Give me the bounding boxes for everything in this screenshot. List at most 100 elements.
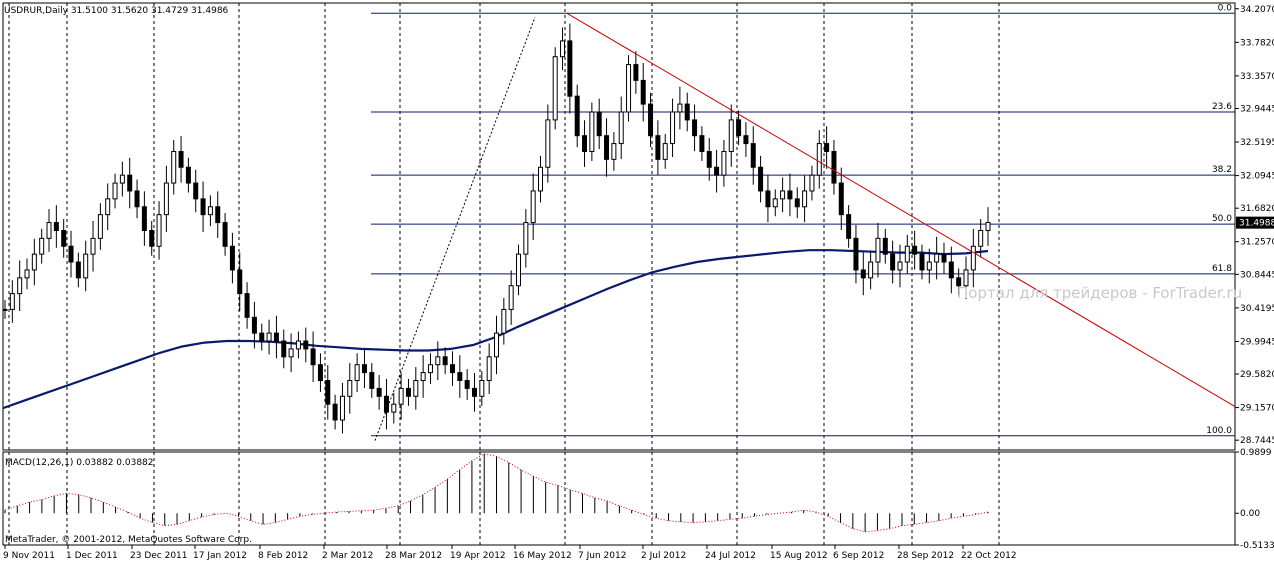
current-price-label: 31.4988 [1239, 219, 1274, 229]
candle-body [875, 237, 881, 263]
date-label: 6 Sep 2012 [833, 551, 884, 561]
price-label: 33.7820 [1240, 38, 1274, 48]
candle-body [127, 174, 133, 192]
candle-body [156, 214, 162, 247]
price-label: 34.2070 [1240, 5, 1274, 15]
candle-body [259, 332, 265, 342]
candle-body [413, 380, 419, 397]
date-label: 22 Oct 2012 [961, 551, 1017, 561]
candle-body [721, 150, 727, 176]
candle-body [912, 245, 918, 255]
candle-body [244, 293, 250, 318]
candle-body [2, 308, 8, 311]
candle-body [640, 79, 646, 105]
candle-body [149, 229, 155, 247]
candle-body [611, 143, 617, 160]
candle-body [119, 174, 125, 184]
candle-body [831, 150, 837, 184]
candle-body [479, 380, 485, 397]
candle-body [215, 206, 221, 224]
candle-body [376, 387, 382, 397]
candle-body [420, 372, 426, 382]
candle-body [75, 261, 81, 279]
date-axis: 9 Nov 2011 1 Dec 2011 23 Dec 2011 17 Jan 20… [3, 545, 1017, 561]
price-label: 30.8445 [1240, 270, 1274, 280]
candle-body [83, 253, 89, 279]
candle-body [860, 269, 866, 279]
candle-body [963, 269, 969, 287]
candle-body [926, 261, 932, 271]
candle-body [464, 380, 470, 389]
candle-body [772, 198, 778, 208]
candle-body [670, 111, 676, 145]
price-label: 31.6820 [1240, 204, 1274, 214]
fibo-level-label: 61.8 [1212, 264, 1232, 274]
candle-body [728, 119, 734, 152]
date-label: 28 Sep 2012 [897, 551, 954, 561]
candle-body [295, 340, 301, 350]
price-label: 30.4195 [1240, 304, 1274, 314]
candle-body [523, 222, 529, 255]
candle-body [882, 237, 888, 255]
candle-body [391, 403, 397, 413]
red-trendline [566, 12, 1236, 407]
candle-body [427, 364, 433, 374]
date-label: 15 Aug 2012 [770, 551, 828, 561]
candle-body [736, 119, 742, 137]
candle-body [618, 111, 624, 145]
candle-body [633, 64, 639, 81]
date-label: 9 Nov 2011 [3, 551, 55, 561]
candle-body [868, 261, 874, 279]
candlesticks [2, 23, 991, 434]
fibonacci-retracement[interactable]: 0.0 23.6 38.2 50.0 61.8 100.0 [371, 3, 1235, 437]
candle-body [904, 245, 910, 263]
date-label: 23 Dec 2011 [130, 551, 188, 561]
candle-body [39, 237, 45, 255]
candle-body [185, 166, 191, 184]
candle-body [582, 135, 588, 152]
candle-body [53, 222, 59, 231]
candle-body [134, 190, 140, 208]
candle-body [816, 143, 822, 176]
candle-body [824, 143, 830, 152]
date-label: 28 Mar 2012 [385, 551, 442, 561]
candle-body [538, 166, 544, 192]
date-label: 7 Jun 2012 [578, 551, 626, 561]
candle-body [890, 253, 896, 271]
candle-body [560, 40, 566, 58]
date-label: 8 Feb 2012 [258, 551, 308, 561]
candle-body [956, 277, 962, 287]
candle-body [339, 395, 345, 421]
candle-body [897, 261, 903, 271]
candle-body [655, 135, 661, 160]
price-label: 29.1570 [1240, 404, 1274, 414]
candle-body [325, 380, 331, 405]
candle-body [684, 103, 690, 121]
candle-body [288, 348, 294, 358]
candle-body [552, 56, 558, 121]
candle-body [486, 356, 492, 382]
candle-body [516, 253, 522, 287]
candle-body [354, 364, 360, 382]
date-label: 19 Apr 2012 [450, 551, 506, 561]
candle-body [530, 190, 536, 224]
candle-body [838, 182, 844, 216]
price-label: 28.7445 [1240, 436, 1274, 446]
candle-body [46, 222, 52, 239]
price-label: 31.2570 [1240, 238, 1274, 248]
candle-body [853, 237, 859, 271]
fibo-level-label: 38.2 [1212, 165, 1232, 175]
candle-body [780, 190, 786, 200]
drawn-lines[interactable] [374, 12, 1236, 441]
vertical-grid [8, 3, 1000, 545]
price-label: 32.0945 [1240, 172, 1274, 182]
candle-body [310, 348, 316, 366]
candle-body [985, 222, 991, 231]
candle-body [105, 198, 111, 216]
date-label: 24 Jul 2012 [705, 551, 756, 561]
candle-body [846, 214, 852, 239]
candle-body [941, 253, 947, 263]
candle-body [567, 40, 573, 97]
